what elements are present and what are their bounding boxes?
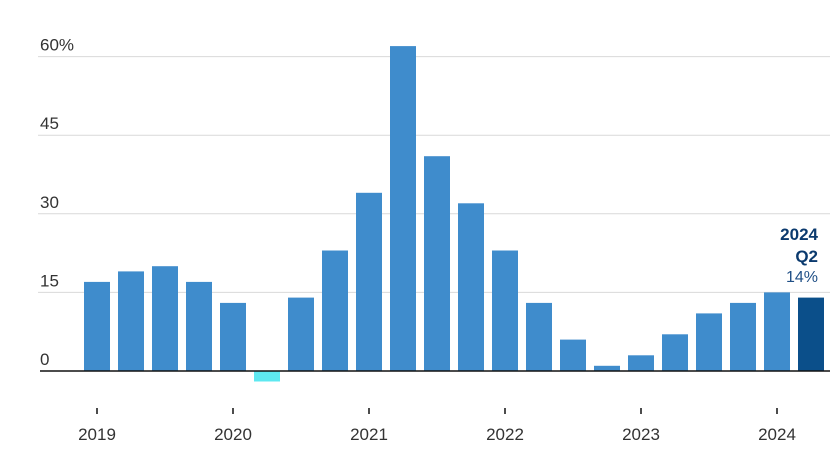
bar-2021-q1: [356, 192, 382, 371]
bar-2024-q1: [764, 292, 790, 371]
y-tick-label: 0: [40, 350, 49, 369]
bar-2020-q3: [288, 297, 314, 371]
annotation-value: 14%: [786, 269, 818, 286]
annotation-year: 2024: [780, 225, 818, 244]
bar-2022-q3: [560, 339, 586, 371]
bar-2023-q1: [628, 355, 654, 371]
bar-2020-q1: [220, 302, 246, 371]
bar-2022-q4: [594, 365, 620, 371]
bar-2019-q1: [84, 281, 110, 371]
y-tick-label: 30: [40, 193, 59, 212]
bar-2020-q2: [254, 371, 280, 382]
bar-2023-q2: [662, 334, 688, 371]
annotation-quarter: Q2: [795, 247, 818, 266]
x-tick-label: 2024: [758, 425, 796, 444]
highlight-annotation: 2024 Q2 14%: [780, 225, 818, 286]
bar-2019-q3: [152, 266, 178, 371]
y-tick-label: 60%: [40, 36, 74, 55]
bar-2021-q4: [458, 203, 484, 371]
bar-2023-q4: [730, 302, 756, 371]
bar-2023-q3: [696, 313, 722, 371]
bar-2019-q4: [186, 281, 212, 371]
x-tick-label: 2022: [486, 425, 524, 444]
x-tick-label: 2021: [350, 425, 388, 444]
y-tick-label: 15: [40, 271, 59, 290]
bar-2022-q1: [492, 250, 518, 371]
bar-2019-q2: [118, 271, 144, 371]
x-tick-label: 2023: [622, 425, 660, 444]
bar-2020-q4: [322, 250, 348, 371]
bar-2024-q2: [798, 297, 824, 371]
x-tick-label: 2020: [214, 425, 252, 444]
gridlines: 0 15 30 45 60%: [38, 36, 830, 369]
bar-2022-q2: [526, 302, 552, 371]
axes: 2019 2020 2021 2022 2023 2024: [40, 370, 830, 444]
bar-2021-q3: [424, 156, 450, 371]
y-tick-label: 45: [40, 114, 59, 133]
x-tick-label: 2019: [78, 425, 116, 444]
bar-2021-q2: [390, 46, 416, 371]
bars: [84, 46, 824, 382]
